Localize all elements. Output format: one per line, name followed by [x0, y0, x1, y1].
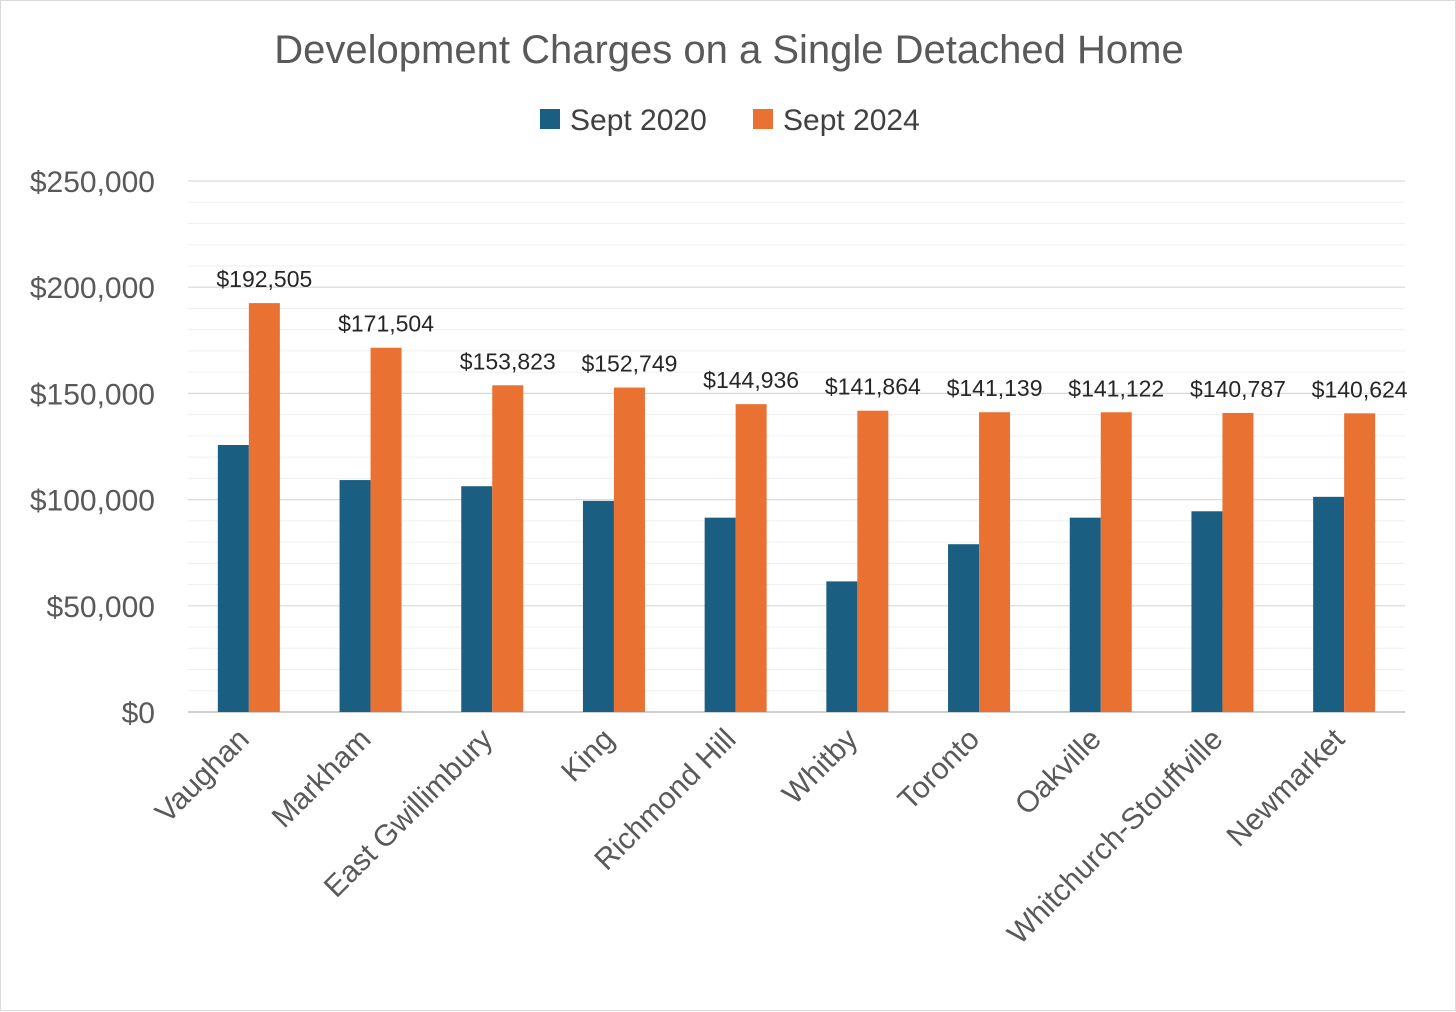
bar-sept-2024 — [979, 412, 1011, 712]
data-label: $171,504 — [338, 311, 434, 337]
bar-sept-2020 — [1191, 511, 1223, 712]
legend-label-sept-2020: Sept 2020 — [570, 104, 707, 137]
y-tick-label: $150,000 — [30, 378, 155, 411]
bar-sept-2024 — [735, 404, 767, 712]
data-label: $141,122 — [1068, 375, 1164, 401]
legend-label-sept-2024: Sept 2024 — [783, 104, 920, 137]
bar-sept-2024 — [248, 303, 280, 712]
bar-sept-2024 — [1100, 412, 1132, 712]
data-label: $141,139 — [947, 375, 1043, 401]
bar-sept-2020 — [461, 486, 493, 712]
bar-sept-2024 — [1222, 412, 1254, 712]
bar-sept-2020 — [339, 480, 371, 712]
bar-sept-2024 — [1344, 413, 1376, 712]
bar-sept-2024 — [370, 347, 402, 712]
data-label: $141,864 — [825, 374, 921, 400]
x-tick-label: Markham — [266, 723, 378, 835]
x-tick-label: Newmarket — [1220, 722, 1351, 853]
bar-sept-2020 — [582, 500, 614, 712]
x-tick-label: Oakville — [1009, 723, 1108, 822]
data-label: $140,787 — [1190, 376, 1286, 402]
bar-sept-2020 — [826, 581, 858, 712]
bar-sept-2024 — [492, 385, 524, 712]
bars — [217, 303, 1376, 712]
legend-swatch-sept-2020 — [540, 109, 560, 129]
y-axis: $0 $50,000 $100,000 $150,000 $200,000 $250,00… — [30, 166, 155, 730]
x-tick-label: King — [555, 723, 621, 789]
bar-sept-2020 — [217, 445, 249, 712]
y-tick-label: $100,000 — [30, 485, 155, 518]
bar-sept-2024 — [613, 387, 645, 712]
x-tick-label: Toronto — [892, 723, 986, 817]
data-label: $153,823 — [460, 348, 556, 374]
chart-title: Development Charges on a Single Detached… — [274, 28, 1183, 72]
data-labels: $192,505 $171,504 $153,823 $152,749 $144,936… — [216, 266, 1407, 402]
x-tick-label: Whitby — [776, 723, 864, 811]
y-tick-label: $250,000 — [30, 166, 155, 199]
x-tick-label: Whitchurch-Stouffville — [1001, 723, 1229, 951]
x-tick-label: Vaughan — [149, 723, 256, 830]
y-tick-label: $0 — [122, 697, 155, 730]
data-label: $144,936 — [703, 367, 799, 393]
data-label: $152,749 — [581, 351, 677, 377]
bar-sept-2020 — [1313, 496, 1345, 712]
y-tick-label: $200,000 — [30, 272, 155, 305]
data-label: $140,624 — [1312, 376, 1408, 402]
bar-sept-2020 — [704, 517, 736, 712]
data-label: $192,505 — [216, 266, 312, 292]
bar-sept-2020 — [1069, 517, 1101, 712]
bar-sept-2024 — [857, 410, 889, 712]
y-tick-label: $50,000 — [47, 591, 155, 624]
legend: Sept 2020 Sept 2024 — [540, 104, 920, 137]
legend-swatch-sept-2024 — [753, 109, 773, 129]
bar-sept-2020 — [948, 544, 980, 712]
